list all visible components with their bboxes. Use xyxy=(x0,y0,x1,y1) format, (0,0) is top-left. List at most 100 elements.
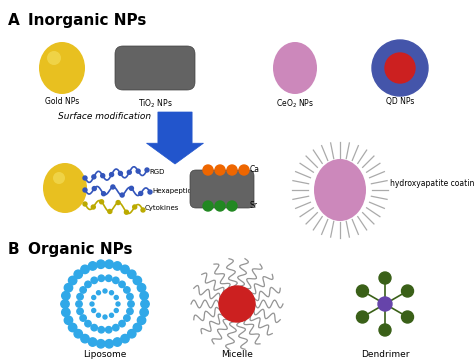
Circle shape xyxy=(114,308,118,312)
Circle shape xyxy=(127,308,133,315)
Ellipse shape xyxy=(47,51,61,65)
Circle shape xyxy=(141,300,149,308)
Circle shape xyxy=(81,265,89,274)
Circle shape xyxy=(140,291,148,300)
Text: QD NPs: QD NPs xyxy=(386,97,414,106)
Text: Cytokines: Cytokines xyxy=(145,205,179,211)
Circle shape xyxy=(109,173,114,177)
Circle shape xyxy=(91,277,97,283)
Circle shape xyxy=(145,168,149,172)
Circle shape xyxy=(128,170,131,174)
Circle shape xyxy=(129,186,133,190)
Circle shape xyxy=(121,265,129,274)
Circle shape xyxy=(62,308,70,316)
Circle shape xyxy=(203,201,213,211)
Circle shape xyxy=(385,53,415,83)
Circle shape xyxy=(103,289,107,293)
Circle shape xyxy=(83,202,87,206)
Circle shape xyxy=(116,302,120,306)
Ellipse shape xyxy=(53,172,65,184)
Circle shape xyxy=(148,190,152,194)
Circle shape xyxy=(90,302,94,306)
Circle shape xyxy=(128,270,136,278)
Circle shape xyxy=(141,208,145,212)
Polygon shape xyxy=(146,112,203,164)
Circle shape xyxy=(121,334,129,343)
Ellipse shape xyxy=(314,159,366,221)
Circle shape xyxy=(80,315,86,321)
Circle shape xyxy=(83,188,87,192)
Ellipse shape xyxy=(273,42,317,94)
Text: Organic NPs: Organic NPs xyxy=(28,242,133,257)
Circle shape xyxy=(137,283,146,292)
Text: B: B xyxy=(8,242,19,257)
Circle shape xyxy=(91,324,97,331)
Circle shape xyxy=(227,165,237,175)
Text: Liposome: Liposome xyxy=(83,350,127,359)
Circle shape xyxy=(74,270,82,278)
Circle shape xyxy=(74,329,82,338)
Circle shape xyxy=(89,338,97,346)
Circle shape xyxy=(113,338,121,346)
Circle shape xyxy=(91,205,95,209)
Text: Micelle: Micelle xyxy=(221,350,253,359)
Text: Ca: Ca xyxy=(250,165,260,174)
Circle shape xyxy=(83,176,87,180)
Circle shape xyxy=(120,193,124,197)
Ellipse shape xyxy=(43,163,87,213)
Circle shape xyxy=(98,327,104,333)
Circle shape xyxy=(64,283,73,292)
Circle shape xyxy=(113,277,119,283)
Circle shape xyxy=(378,297,392,311)
Circle shape xyxy=(219,286,255,322)
Circle shape xyxy=(113,262,121,270)
Circle shape xyxy=(100,174,105,178)
Circle shape xyxy=(92,295,96,299)
Text: A: A xyxy=(8,13,20,28)
Circle shape xyxy=(128,329,136,338)
FancyBboxPatch shape xyxy=(190,170,254,208)
Circle shape xyxy=(111,185,115,189)
Circle shape xyxy=(356,285,368,297)
Circle shape xyxy=(106,327,112,333)
Text: Hexapeptides: Hexapeptides xyxy=(152,188,200,194)
Text: Gold NPs: Gold NPs xyxy=(45,97,79,106)
Circle shape xyxy=(105,340,113,348)
Circle shape xyxy=(133,276,142,285)
Circle shape xyxy=(133,205,137,209)
Circle shape xyxy=(239,165,249,175)
Circle shape xyxy=(97,313,100,317)
Circle shape xyxy=(203,165,213,175)
Circle shape xyxy=(80,287,86,293)
Circle shape xyxy=(101,192,106,196)
Circle shape xyxy=(114,295,118,299)
Circle shape xyxy=(136,169,140,173)
Circle shape xyxy=(119,281,125,287)
Text: Sr: Sr xyxy=(250,202,258,210)
Circle shape xyxy=(77,294,83,300)
Circle shape xyxy=(133,323,142,332)
Circle shape xyxy=(109,313,113,317)
Circle shape xyxy=(401,285,413,297)
Circle shape xyxy=(103,315,107,319)
Circle shape xyxy=(108,210,112,214)
Circle shape xyxy=(119,320,125,327)
Text: RGD: RGD xyxy=(149,169,164,175)
Circle shape xyxy=(113,324,119,331)
Circle shape xyxy=(139,191,143,195)
Circle shape xyxy=(100,200,104,204)
Circle shape xyxy=(140,308,148,316)
Circle shape xyxy=(215,165,225,175)
Circle shape xyxy=(61,300,69,308)
Text: Surface modification: Surface modification xyxy=(58,112,151,121)
Circle shape xyxy=(106,275,112,282)
Circle shape xyxy=(98,275,104,282)
Circle shape xyxy=(127,294,133,300)
Circle shape xyxy=(128,301,134,307)
Circle shape xyxy=(97,291,100,295)
Ellipse shape xyxy=(39,42,85,94)
Circle shape xyxy=(62,291,70,300)
Circle shape xyxy=(76,301,82,307)
Text: Inorganic NPs: Inorganic NPs xyxy=(28,13,146,28)
Text: TiO$_2$ NPs: TiO$_2$ NPs xyxy=(137,97,173,109)
